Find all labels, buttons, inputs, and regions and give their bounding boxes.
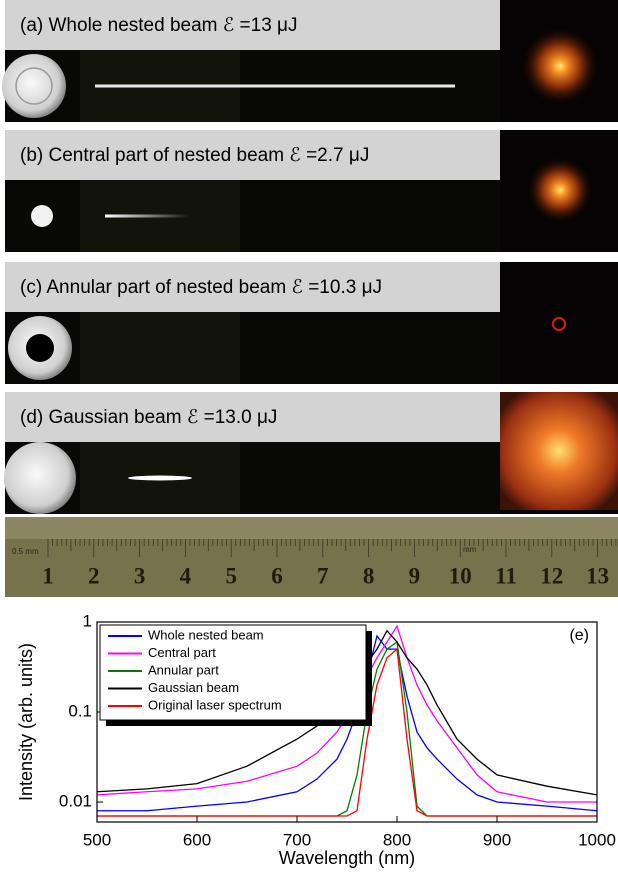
panel-annotation: (e) [569, 627, 589, 644]
x-tick-label: 500 [83, 830, 111, 849]
y-axis-title: Intensity (arb. units) [16, 643, 36, 801]
photo-background [5, 312, 500, 384]
beam-spot [4, 442, 76, 514]
legend-label: Annular part [148, 662, 219, 677]
x-axis-title: Wavelength (nm) [279, 848, 415, 868]
photo-background [5, 180, 500, 252]
legend-label: Original laser spectrum [148, 697, 282, 712]
x-tick-label: 800 [383, 830, 411, 849]
ruler-unit: 0.5 mm [12, 547, 39, 556]
ruler-shade [5, 517, 618, 539]
ruler-number: 1 [42, 563, 54, 588]
x-tick-label: 700 [283, 830, 311, 849]
y-tick-label: 1 [83, 611, 92, 630]
legend-label: Central part [148, 645, 216, 660]
photo-panels: (a) Whole nested beam ℰ =13 μJ (b) Centra… [2, 0, 618, 514]
filament [105, 215, 190, 218]
ruler-number: 13 [586, 563, 609, 588]
ruler-number: 6 [271, 563, 283, 588]
far-field-image [500, 262, 618, 384]
filament [128, 476, 192, 481]
beam-hole [26, 334, 54, 362]
panel-label: (d) Gaussian beam ℰ =13.0 μJ [20, 407, 277, 428]
photo-background [5, 442, 500, 514]
far-field [500, 392, 618, 510]
page: (a) Whole nested beam ℰ =13 μJ (b) Centra… [0, 0, 618, 873]
far-field [526, 156, 594, 224]
ruler-number: 3 [134, 563, 146, 588]
ruler-number: 10 [449, 563, 472, 588]
panel-label: (a) Whole nested beam ℰ =13 μJ [20, 15, 298, 36]
beam-spot [31, 205, 53, 227]
legend-label: Gaussian beam [148, 680, 239, 695]
legend-label: Whole nested beam [148, 627, 264, 642]
photo-zone [80, 312, 240, 384]
chart: 500 600 700 800 900 1000 0.01 0.1 1 Wavelength (n… [16, 611, 616, 867]
x-tick-label: 600 [183, 830, 211, 849]
ruler-number: 12 [540, 563, 563, 588]
ruler-number: 11 [495, 563, 517, 588]
ruler-number: 7 [317, 563, 329, 588]
y-tick-label: 0.1 [68, 701, 92, 720]
ruler-number: 9 [409, 563, 421, 588]
x-tick-label: 1000 [578, 830, 616, 849]
ruler-number: 8 [363, 563, 375, 588]
figure: (a) Whole nested beam ℰ =13 μJ (b) Centra… [0, 0, 618, 868]
ruler-number: 2 [88, 563, 100, 588]
filament [95, 85, 455, 88]
ruler-unit: mm [463, 545, 477, 554]
y-tick-label: 0.01 [59, 792, 92, 811]
far-field [520, 26, 600, 106]
panel-label: (c) Annular part of nested beam ℰ =10.3 … [20, 277, 382, 298]
ruler-number: 5 [225, 563, 237, 588]
ruler-number: 4 [180, 563, 192, 588]
panel-label: (b) Central part of nested beam ℰ =2.7 μ… [20, 145, 369, 166]
x-tick-label: 900 [483, 830, 511, 849]
beam-spot [2, 54, 66, 118]
